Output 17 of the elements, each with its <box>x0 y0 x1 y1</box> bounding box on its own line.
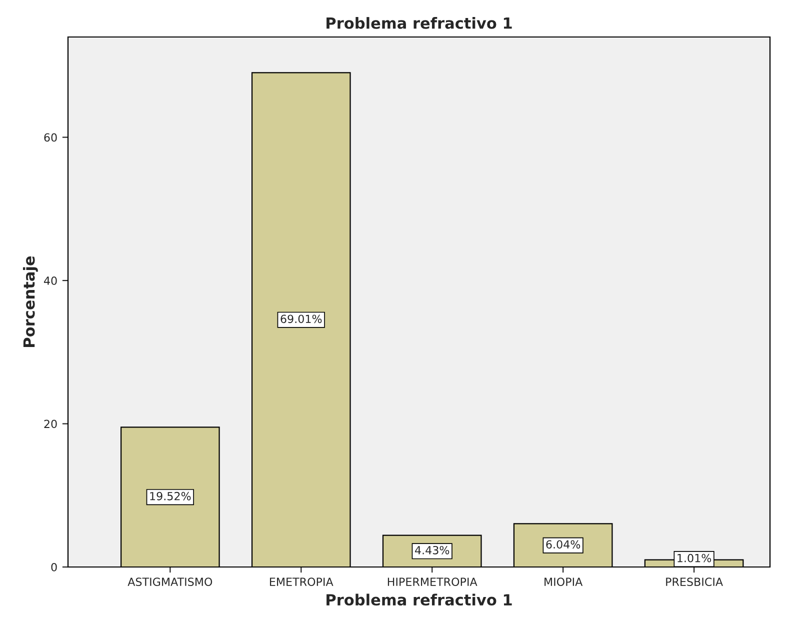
y-tick-label: 0 <box>51 562 57 572</box>
x-tick-label: MIOPIA <box>544 578 583 586</box>
x-tick-label: EMETROPIA <box>270 578 334 586</box>
y-tick-label: 60 <box>44 133 57 142</box>
data-label: 4.43% <box>414 546 450 554</box>
x-tick-label: HIPERMETROPIA <box>388 578 478 586</box>
x-tick-label: ASTIGMATISMO <box>128 578 212 586</box>
y-axis-title: Porcentaje <box>22 256 38 347</box>
data-label: 69.01% <box>280 314 322 324</box>
data-label: 6.04% <box>546 540 580 549</box>
chart-title: Problema refractivo 1 <box>326 17 512 29</box>
data-label: 19.52% <box>150 492 191 500</box>
y-tick-label: 40 <box>44 276 57 285</box>
data-label: 1.01% <box>678 554 712 562</box>
y-tick-label: 20 <box>44 420 57 428</box>
x-axis-title: Problema refractivo 1 <box>326 594 512 606</box>
x-tick-label: PRESBICIA <box>666 578 723 586</box>
